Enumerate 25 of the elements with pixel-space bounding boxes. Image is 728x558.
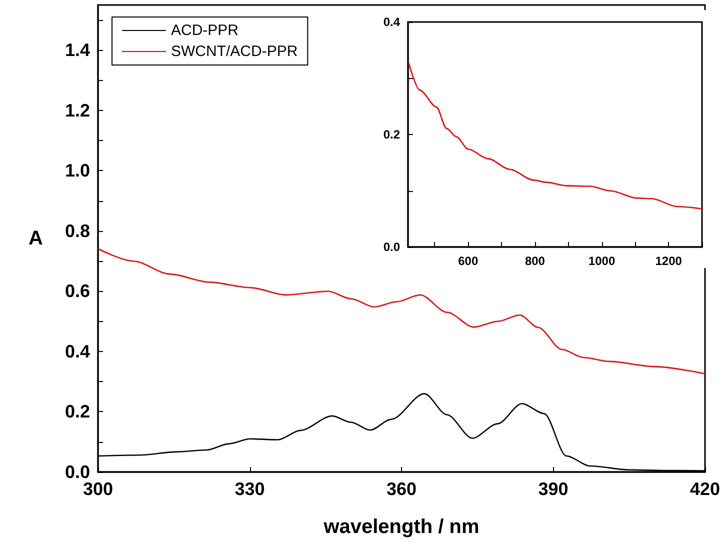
x-tick-label: 390	[538, 479, 568, 499]
legend-label: ACD-PPR	[171, 22, 239, 39]
y-tick-label: 0.0	[383, 240, 400, 254]
y-tick-label: 0.2	[383, 128, 400, 142]
y-tick-label: 0.0	[64, 462, 90, 482]
x-axis-title: wavelength / nm	[322, 516, 480, 538]
y-tick-label: 0.4	[64, 341, 90, 362]
y-tick-label: 1.0	[64, 160, 90, 181]
y-tick-label: 0.8	[64, 220, 90, 241]
legend-label: SWCNT/ACD-PPR	[171, 43, 298, 60]
x-tick-label: 1000	[588, 254, 616, 268]
y-tick-label: 1.2	[64, 100, 90, 120]
x-tick-label: 330	[234, 479, 265, 499]
y-tick-label: 0.6	[64, 281, 90, 302]
x-tick-label: 300	[82, 479, 114, 499]
y-axis-title: A	[28, 228, 43, 250]
y-tick-label: 0.2	[64, 402, 90, 422]
y-tick-label: 0.4	[383, 15, 400, 29]
y-tick-label: 1.4	[64, 40, 90, 60]
x-tick-label: 800	[524, 254, 546, 268]
x-tick-label: 600	[458, 254, 478, 268]
x-tick-label: 1200	[655, 254, 682, 268]
x-tick-label: 420	[690, 479, 720, 499]
line-series	[408, 62, 703, 210]
x-tick-label: 360	[386, 479, 417, 499]
